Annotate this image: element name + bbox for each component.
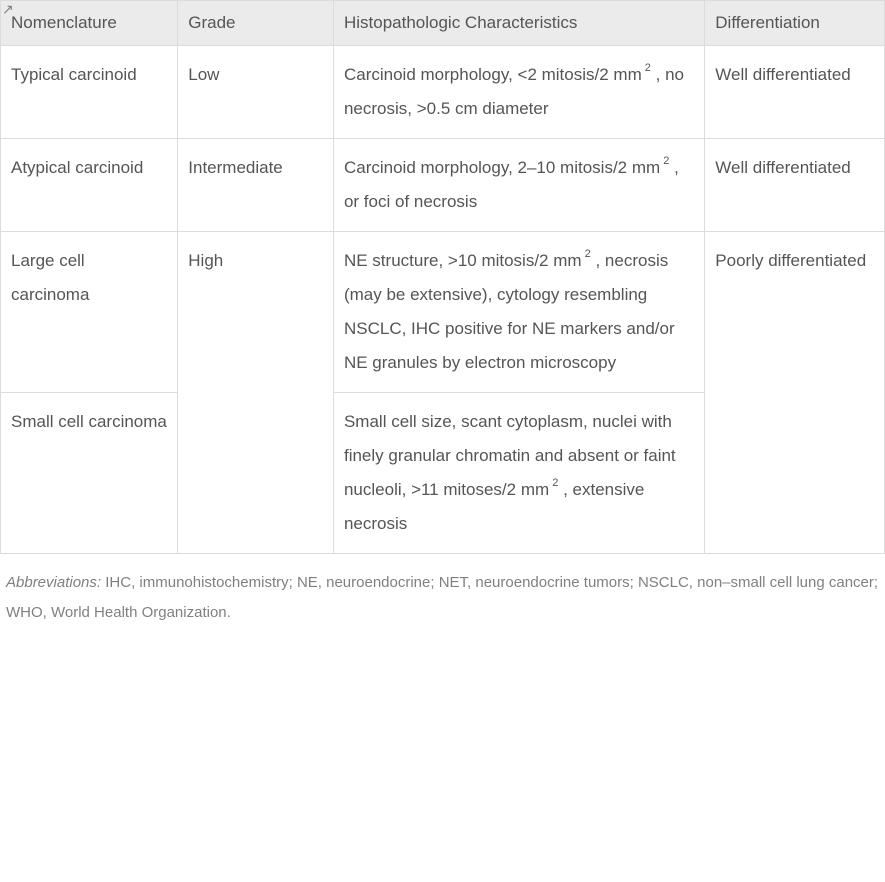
abbreviations-footnote: Abbreviations: IHC, immunohistochemistry… [0,554,885,638]
table-container: ↗ Nomenclature Grade Histopathologic Cha… [0,0,885,638]
expand-arrow-icon[interactable]: ↗ [2,2,14,16]
cell-grade: Low [178,46,334,139]
cell-nomenclature: Typical carcinoid [1,46,178,139]
histo-sup-val: 2 [585,248,591,260]
histo-sup-val: 2 [552,477,558,489]
table-header-row: Nomenclature Grade Histopathologic Chara… [1,1,885,46]
cell-diff: Poorly differentiated [705,232,885,554]
footnote-defs: IHC, immunohistochemistry; NE, neuroendo… [6,574,878,621]
cell-histo: NE structure, >10 mitosis/2 mm 2 , necro… [333,232,704,393]
cell-diff: Well differentiated [705,46,885,139]
cell-diff: Well differentiated [705,139,885,232]
histo-text-pre: Carcinoid morphology, <2 mitosis/2 mm [344,65,642,84]
cell-histo: Carcinoid morphology, <2 mitosis/2 mm 2 … [333,46,704,139]
table-row: Typical carcinoid Low Carcinoid morpholo… [1,46,885,139]
cell-grade: High [178,232,334,554]
histo-text-pre: Carcinoid morphology, 2–10 mitosis/2 mm [344,158,660,177]
cell-histo: Carcinoid morphology, 2–10 mitosis/2 mm … [333,139,704,232]
histo-text-pre: NE structure, >10 mitosis/2 mm [344,251,582,270]
cell-grade: Intermediate [178,139,334,232]
table-row: Large cell carcinoma High NE structure, … [1,232,885,393]
header-nomenclature: Nomenclature [1,1,178,46]
histo-sup-val: 2 [645,62,651,74]
header-grade: Grade [178,1,334,46]
header-histo: Histopathologic Characteristics [333,1,704,46]
cell-histo: Small cell size, scant cytoplasm, nuclei… [333,393,704,554]
header-differentiation: Differentiation [705,1,885,46]
classification-table: Nomenclature Grade Histopathologic Chara… [0,0,885,554]
cell-nomenclature: Atypical carcinoid [1,139,178,232]
histo-sup-val: 2 [663,155,669,167]
cell-nomenclature: Small cell carcinoma [1,393,178,554]
table-row: Atypical carcinoid Intermediate Carcinoi… [1,139,885,232]
cell-nomenclature: Large cell carcinoma [1,232,178,393]
footnote-lead: Abbreviations: [6,574,101,591]
